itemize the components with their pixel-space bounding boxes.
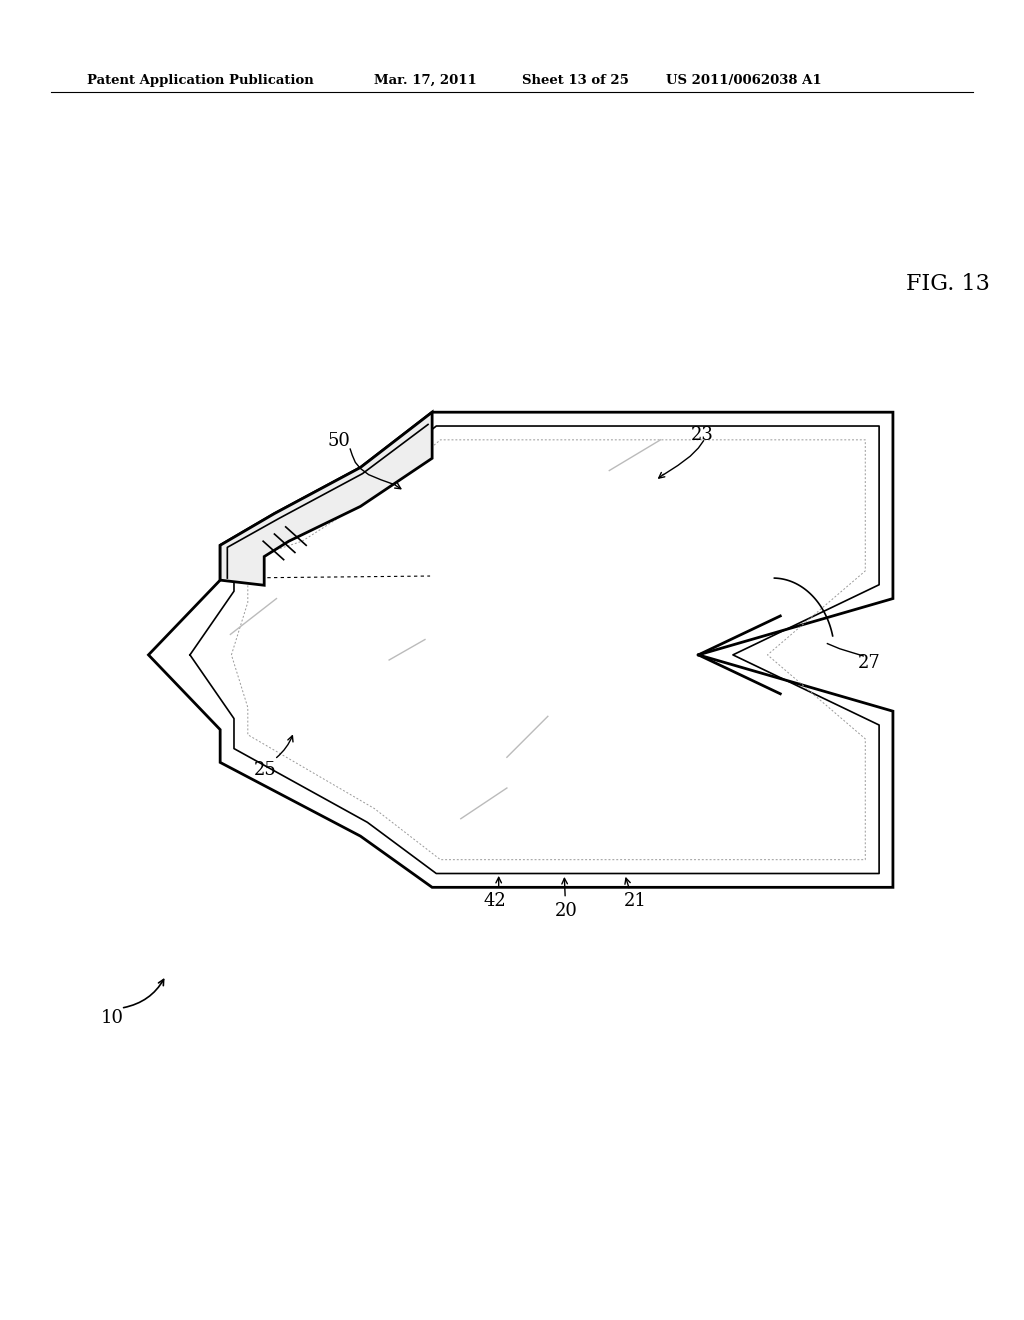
Text: 10: 10: [100, 1010, 123, 1027]
Text: 50: 50: [328, 432, 350, 450]
Text: FIG. 13: FIG. 13: [906, 273, 990, 294]
Text: Mar. 17, 2011: Mar. 17, 2011: [374, 74, 476, 87]
Text: 27: 27: [858, 655, 881, 672]
Text: Patent Application Publication: Patent Application Publication: [87, 74, 313, 87]
Text: 21: 21: [624, 891, 646, 909]
Polygon shape: [148, 412, 893, 887]
Text: 25: 25: [254, 760, 276, 779]
Text: US 2011/0062038 A1: US 2011/0062038 A1: [666, 74, 821, 87]
Polygon shape: [220, 412, 432, 585]
Text: 23: 23: [691, 426, 714, 444]
Text: 42: 42: [483, 891, 506, 909]
Text: Sheet 13 of 25: Sheet 13 of 25: [522, 74, 629, 87]
Text: 20: 20: [555, 902, 578, 920]
